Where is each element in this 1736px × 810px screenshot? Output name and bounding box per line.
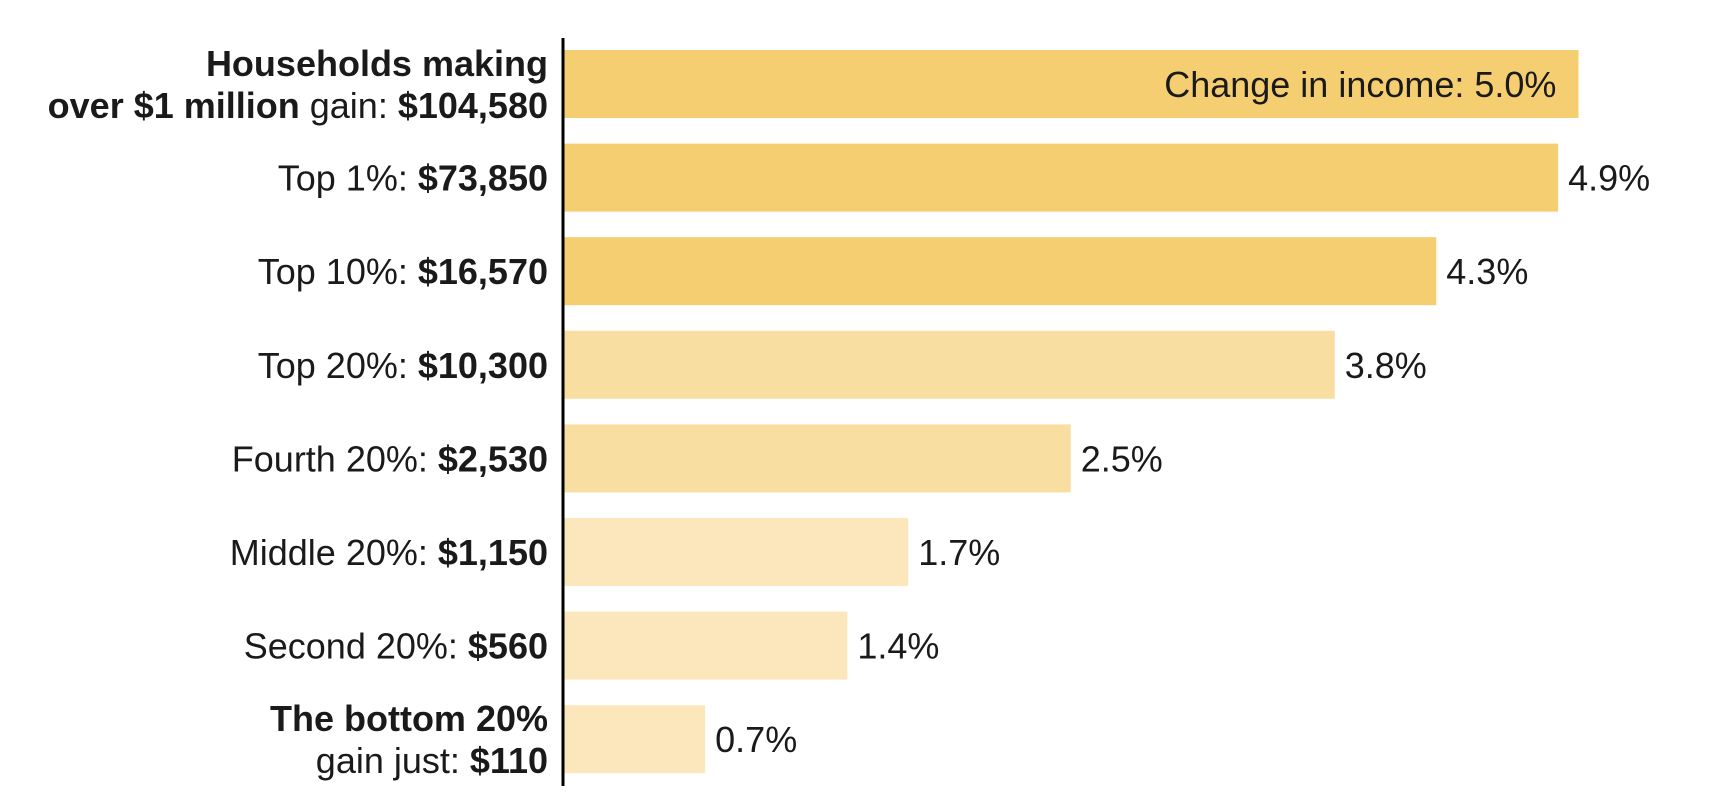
bars-layer — [563, 50, 1579, 774]
bar — [563, 611, 848, 680]
category-label: Middle 20%: $1,150 — [230, 532, 548, 573]
bar — [563, 143, 1559, 212]
category-label: Top 10%: $16,570 — [258, 251, 548, 292]
value-label: 0.7% — [715, 719, 797, 760]
bar — [563, 705, 706, 774]
category-label: Top 20%: $10,300 — [258, 345, 548, 386]
value-label: 3.8% — [1345, 345, 1427, 386]
category-label: The bottom 20% gain just: $110 — [270, 698, 548, 781]
value-label: 4.3% — [1446, 251, 1528, 292]
value-labels-layer: Change in income: 5.0% 4.9% 4.3% 3.8% 2.5% 1.… — [715, 64, 1650, 760]
category-label: Top 1%: $73,850 — [278, 158, 548, 199]
value-label: 1.7% — [918, 532, 1000, 573]
bar — [563, 424, 1071, 493]
category-label: Second 20%: $560 — [244, 626, 548, 667]
value-label: 2.5% — [1081, 438, 1163, 479]
category-labels-layer: Households making over $1 million gain: $… — [48, 43, 548, 781]
value-label: 1.4% — [857, 626, 939, 667]
bar — [563, 518, 909, 586]
bar — [563, 237, 1437, 306]
category-label: Households making over $1 million gain: $… — [48, 43, 548, 126]
category-label: Fourth 20%: $2,530 — [232, 438, 548, 479]
value-label: 4.9% — [1568, 158, 1650, 199]
value-label: Change in income: 5.0% — [1164, 64, 1556, 105]
bar — [563, 330, 1335, 399]
bar — [563, 50, 1579, 118]
